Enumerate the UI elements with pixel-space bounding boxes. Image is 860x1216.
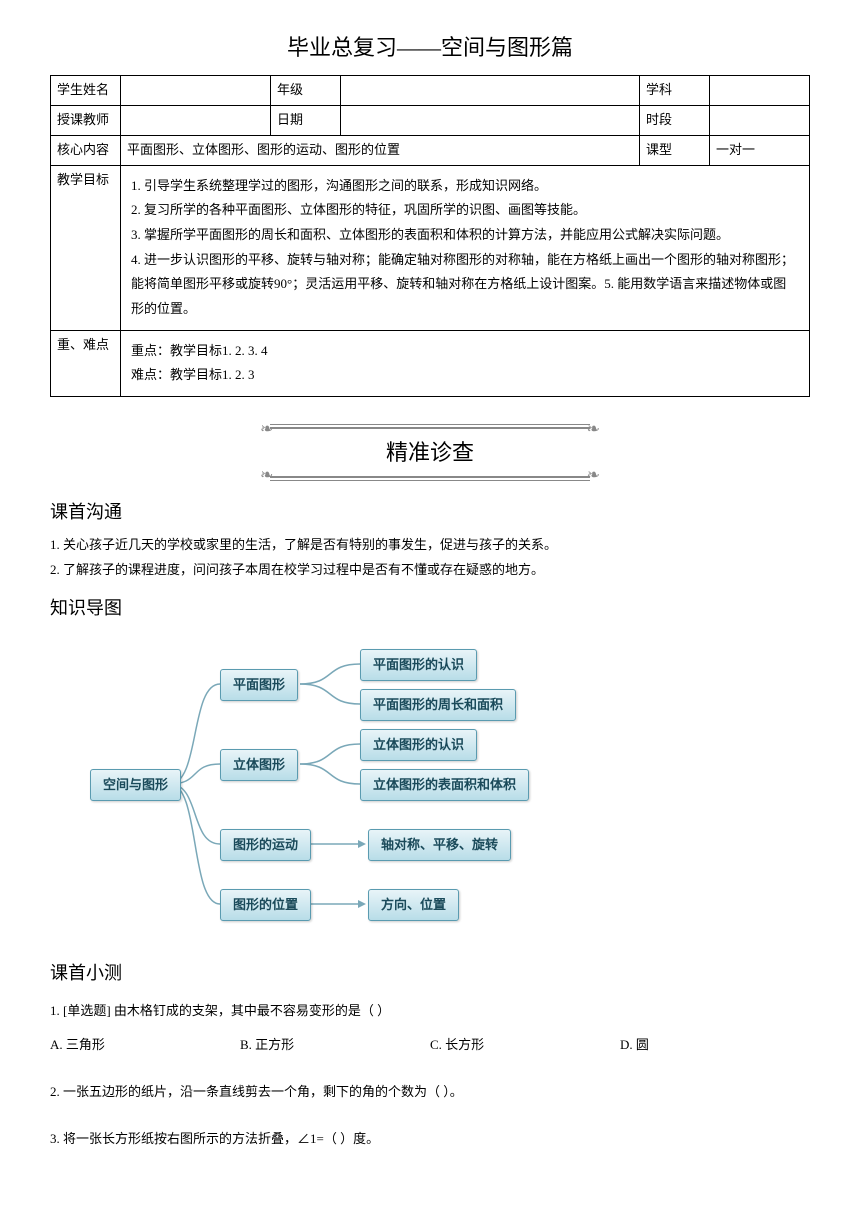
option-a: A. 三角形 <box>50 1035 240 1056</box>
mindmap: 空间与图形 平面图形 平面图形的认识 平面图形的周长和面积 立体图形 立体图形的… <box>90 639 810 939</box>
cell-core-label: 核心内容 <box>51 135 121 165</box>
cell-teacher-label: 授课教师 <box>51 105 121 135</box>
option-d: D. 圆 <box>620 1035 810 1056</box>
mindmap-node: 立体图形的认识 <box>360 729 477 762</box>
section-heading-mindmap: 知识导图 <box>50 594 810 623</box>
cell-keypoints-label: 重、难点 <box>51 330 121 396</box>
section-heading-quiz: 课首小测 <box>50 959 810 988</box>
cell-grade-label: 年级 <box>271 76 341 106</box>
question-stem: 1. [单选题] 由木格钉成的支架，其中最不容易变形的是（ ） <box>50 999 810 1022</box>
mindmap-node: 立体图形 <box>220 749 298 782</box>
mindmap-node: 立体图形的表面积和体积 <box>360 769 529 802</box>
flourish-icon: ❧ <box>260 463 273 489</box>
cell-grade-value <box>341 76 640 106</box>
paragraph: 2. 了解孩子的课程进度，问问孩子本周在校学习过程中是否有不懂或存在疑惑的地方。 <box>50 558 810 581</box>
cell-period-value <box>710 105 810 135</box>
table-row: 教学目标 1. 引导学生系统整理学过的图形，沟通图形之间的联系，形成知识网络。 … <box>51 165 810 330</box>
cell-date-value <box>341 105 640 135</box>
table-row: 核心内容 平面图形、立体图形、图形的运动、图形的位置 课型 一对一 <box>51 135 810 165</box>
section-heading-communication: 课首沟通 <box>50 498 810 527</box>
mindmap-node: 平面图形 <box>220 669 298 702</box>
mindmap-node: 轴对称、平移、旋转 <box>368 829 511 862</box>
cell-subject-value <box>710 76 810 106</box>
cell-goals-label: 教学目标 <box>51 165 121 330</box>
question-stem: 3. 将一张长方形纸按右图所示的方法折叠，∠1=（ ）度。 <box>50 1127 810 1150</box>
quiz: 1. [单选题] 由木格钉成的支架，其中最不容易变形的是（ ） A. 三角形 B… <box>50 999 810 1150</box>
question-stem: 2. 一张五边形的纸片，沿一条直线剪去一个角，剩下的角的个数为（ ）。 <box>50 1080 810 1103</box>
table-row: 学生姓名 年级 学科 <box>51 76 810 106</box>
banner: ❧ ❧ 精准诊查 ❧ ❧ <box>270 427 590 478</box>
info-table: 学生姓名 年级 学科 授课教师 日期 时段 核心内容 平面图形、立体图形、图形的… <box>50 75 810 397</box>
cell-core-value: 平面图形、立体图形、图形的运动、图形的位置 <box>121 135 640 165</box>
mindmap-node: 平面图形的认识 <box>360 649 477 682</box>
mindmap-node-root: 空间与图形 <box>90 769 181 802</box>
cell-student-label: 学生姓名 <box>51 76 121 106</box>
cell-period-label: 时段 <box>640 105 710 135</box>
cell-subject-label: 学科 <box>640 76 710 106</box>
mindmap-node: 平面图形的周长和面积 <box>360 689 516 722</box>
table-row: 重、难点 重点：教学目标1. 2. 3. 4 难点：教学目标1. 2. 3 <box>51 330 810 396</box>
cell-keypoints-value: 重点：教学目标1. 2. 3. 4 难点：教学目标1. 2. 3 <box>121 330 810 396</box>
question-options: A. 三角形 B. 正方形 C. 长方形 D. 圆 <box>50 1035 810 1056</box>
flourish-icon: ❧ <box>587 463 600 489</box>
cell-type-label: 课型 <box>640 135 710 165</box>
mindmap-node: 图形的位置 <box>220 889 311 922</box>
page-title: 毕业总复习——空间与图形篇 <box>50 30 810 65</box>
cell-teacher-value <box>121 105 271 135</box>
banner-text: 精准诊查 <box>270 427 590 478</box>
cell-goals-value: 1. 引导学生系统整理学过的图形，沟通图形之间的联系，形成知识网络。 2. 复习… <box>121 165 810 330</box>
cell-type-value: 一对一 <box>710 135 810 165</box>
mindmap-node: 方向、位置 <box>368 889 459 922</box>
cell-date-label: 日期 <box>271 105 341 135</box>
paragraph: 1. 关心孩子近几天的学校或家里的生活，了解是否有特别的事发生，促进与孩子的关系… <box>50 533 810 556</box>
table-row: 授课教师 日期 时段 <box>51 105 810 135</box>
option-b: B. 正方形 <box>240 1035 430 1056</box>
option-c: C. 长方形 <box>430 1035 620 1056</box>
mindmap-node: 图形的运动 <box>220 829 311 862</box>
cell-student-value <box>121 76 271 106</box>
